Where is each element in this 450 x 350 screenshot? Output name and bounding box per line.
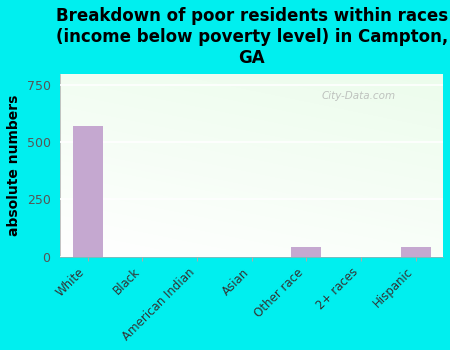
Title: Breakdown of poor residents within races
(income below poverty level) in Campton: Breakdown of poor residents within races… (55, 7, 448, 66)
Bar (72, 126, 103, 257)
Y-axis label: absolute numbers: absolute numbers (7, 94, 21, 236)
Bar (400, 247, 431, 257)
Text: City-Data.com: City-Data.com (322, 91, 396, 100)
Bar (291, 247, 321, 257)
